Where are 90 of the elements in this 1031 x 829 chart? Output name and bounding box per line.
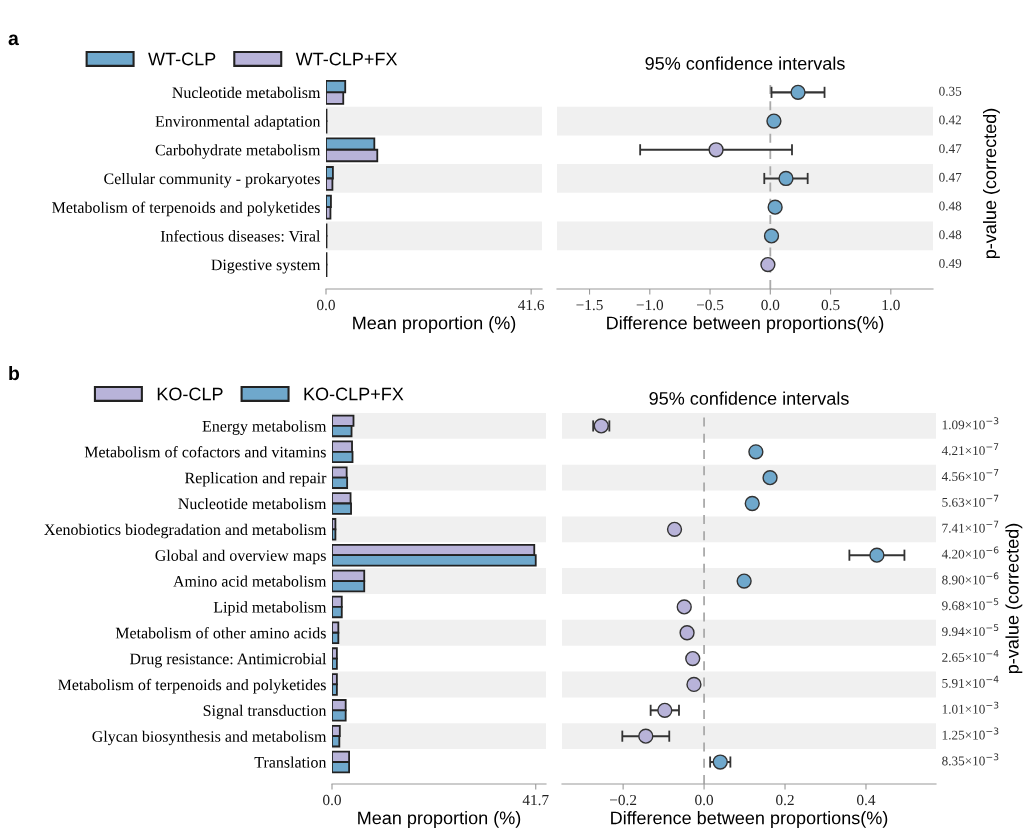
y-tick-label: Metabolism of cofactors and vitamins bbox=[84, 446, 326, 458]
x-axis-title: Difference between proportions(%) bbox=[607, 316, 884, 333]
legend-label: KO-CLP bbox=[157, 387, 223, 401]
point bbox=[760, 256, 776, 273]
text: 0.35 bbox=[939, 86, 962, 96]
y-tick-label: Amino acid metabolism bbox=[173, 575, 327, 587]
x-axis-title: Mean proportion (%) bbox=[353, 316, 516, 333]
text: 4.56×10$^{−7}$ bbox=[941, 469, 999, 481]
x-tick-label: 0.2 bbox=[776, 794, 794, 806]
x-tick-label: 0.0 bbox=[761, 299, 780, 311]
text: 1.25×10$^{−3}$ bbox=[942, 727, 999, 740]
y-tick-label: Signal transduction bbox=[203, 704, 327, 720]
text: 0.49 bbox=[939, 259, 962, 268]
text: 1.01×10$^{−3}$ bbox=[942, 701, 999, 714]
point bbox=[748, 444, 764, 460]
point bbox=[744, 495, 760, 512]
point bbox=[666, 521, 683, 537]
legend-label: KO-CLP+FX bbox=[304, 387, 404, 401]
point bbox=[676, 599, 692, 615]
text: 0.47 bbox=[939, 144, 962, 154]
y-tick-label: Digestive system bbox=[211, 259, 321, 274]
text: 4.21×10$^{−7}$ bbox=[941, 443, 999, 456]
text: 0.42 bbox=[939, 115, 961, 125]
x-tick-label: −0.2 bbox=[610, 794, 637, 806]
text: 1.09×10$^{−3}$ bbox=[942, 417, 999, 430]
point bbox=[869, 547, 885, 563]
text: 9.68×10$^{−5}$ bbox=[942, 598, 999, 611]
point bbox=[686, 676, 702, 693]
text: 8.90×10$^{−6}$ bbox=[942, 572, 999, 585]
x-tick-label: 0.0 bbox=[317, 299, 335, 311]
x-tick-label: 41.6 bbox=[518, 299, 545, 311]
y-tick-label: Glycan biosynthesis and metabolism bbox=[92, 730, 327, 746]
text: 5.63×10$^{−7}$ bbox=[942, 494, 999, 507]
chart-title: 95% confidence intervals bbox=[645, 56, 845, 70]
text: 0.48 bbox=[939, 201, 962, 211]
text: b bbox=[9, 365, 20, 381]
x-tick-label: 1.0 bbox=[882, 299, 900, 311]
x-tick-label: −1.0 bbox=[636, 299, 664, 311]
y-tick-label: Metabolism of terpenoids and polyketides bbox=[58, 678, 326, 694]
point bbox=[685, 650, 701, 667]
point bbox=[790, 84, 806, 100]
y-tick-label: Infectious diseases: Viral bbox=[160, 230, 321, 242]
y-tick-label: Nucleotide metabolism bbox=[172, 86, 321, 99]
x-tick-label: 0.4 bbox=[857, 794, 876, 806]
x-tick-label: 41.7 bbox=[522, 794, 549, 806]
text: 4.20×10$^{−6}$ bbox=[941, 546, 999, 559]
x-tick-label: 0.0 bbox=[695, 794, 714, 806]
point bbox=[767, 199, 783, 215]
text: a bbox=[8, 34, 19, 46]
y-tick-label: Translation bbox=[254, 756, 327, 768]
x-tick-label: −0.5 bbox=[696, 299, 724, 311]
chart-title: 95% confidence intervals bbox=[649, 391, 849, 405]
x-tick-label: 0.0 bbox=[323, 794, 341, 806]
y-tick-label: Carbohydrate metabolism bbox=[155, 144, 321, 159]
legend-label: WT-CLP+FX bbox=[295, 52, 398, 66]
y-tick-label: Metabolism of other amino acids bbox=[115, 627, 326, 639]
y-tick-label: Environmental adaptation bbox=[155, 115, 321, 130]
point bbox=[638, 728, 654, 744]
y-tick-label: Drug resistance: Antimicrobial bbox=[129, 653, 327, 668]
text: 5.91×10$^{−4}$ bbox=[942, 675, 999, 688]
y-tick-label: Nucleotide metabolism bbox=[178, 497, 327, 510]
point bbox=[736, 573, 752, 589]
point bbox=[657, 702, 673, 718]
point bbox=[679, 625, 695, 641]
x-axis-title: Difference between proportions(%) bbox=[611, 811, 888, 828]
legend-label: WT-CLP bbox=[148, 52, 216, 66]
y-tick-label: Replication and repair bbox=[184, 472, 327, 487]
text: 0.47 bbox=[939, 172, 962, 182]
y2-axis-title: p-value (corrected) bbox=[1005, 523, 1023, 674]
text: 7.41×10$^{−7}$ bbox=[942, 520, 999, 533]
text: 8.35×10$^{−3}$ bbox=[942, 753, 999, 766]
y-tick-label: Xenobiotics biodegradation and metabolism bbox=[44, 523, 327, 539]
x-axis-title: Mean proportion (%) bbox=[358, 811, 521, 828]
point bbox=[708, 142, 724, 158]
point bbox=[762, 469, 778, 486]
text: 9.94×10$^{−5}$ bbox=[942, 624, 999, 637]
text: 0.48 bbox=[939, 230, 962, 240]
x-tick-label: −1.5 bbox=[576, 299, 603, 311]
text: 2.65×10$^{−4}$ bbox=[942, 649, 999, 662]
point bbox=[766, 113, 782, 129]
x-tick-label: 0.5 bbox=[821, 299, 840, 311]
y-tick-label: Global and overview maps bbox=[155, 549, 326, 565]
y-tick-label: Cellular community - prokaryotes bbox=[104, 172, 320, 188]
y2-axis-title: p-value (corrected) bbox=[983, 108, 1000, 259]
point bbox=[763, 228, 780, 244]
y-tick-label: Lipid metabolism bbox=[213, 601, 327, 616]
y-tick-label: Metabolism of terpenoids and polyketides bbox=[52, 201, 320, 217]
point bbox=[712, 754, 728, 770]
y-tick-label: Energy metabolism bbox=[202, 420, 327, 435]
point bbox=[778, 170, 794, 187]
